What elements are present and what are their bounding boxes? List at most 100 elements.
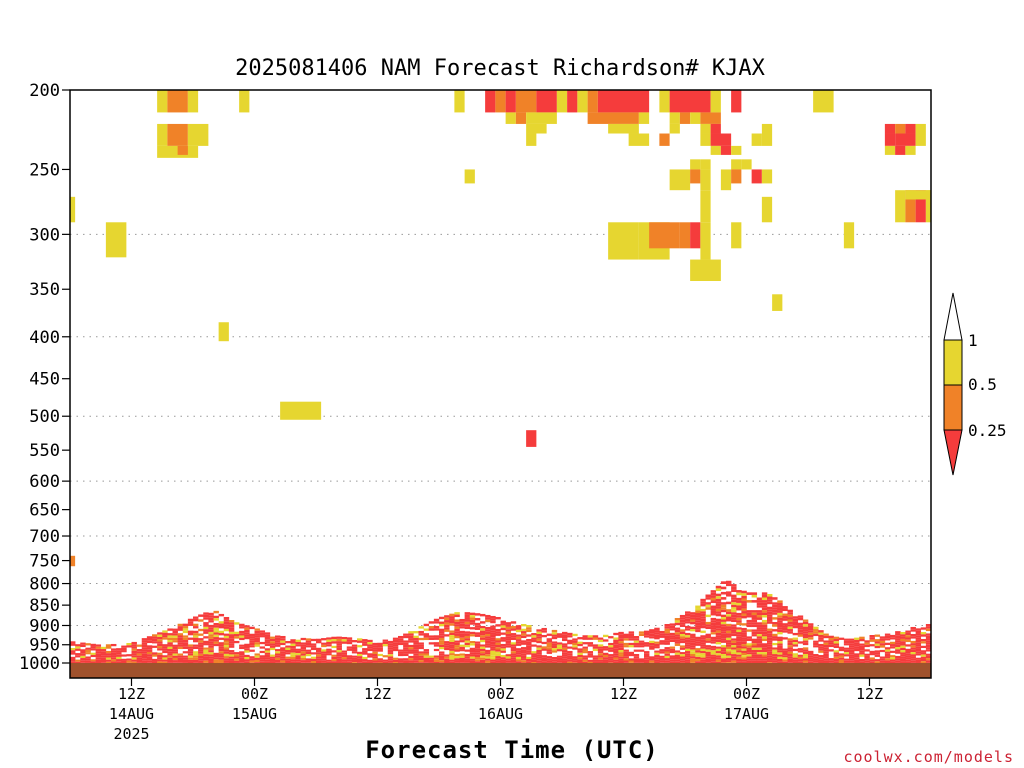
bl-cell (485, 643, 491, 646)
bl-cell (664, 651, 670, 654)
bl-cell (131, 648, 137, 651)
bl-cell (910, 643, 916, 646)
bl-cell (367, 661, 373, 663)
bl-cell (910, 629, 916, 632)
bl-cell (797, 659, 804, 662)
bl-cell (203, 647, 209, 650)
bl-cell (802, 651, 809, 654)
bl-cell (264, 643, 271, 647)
bl-cell (382, 644, 389, 647)
bl-cell (715, 598, 722, 602)
bl-cell (454, 647, 460, 650)
bl-cell (111, 650, 117, 653)
bl-cell (280, 658, 286, 661)
bl-cell (910, 654, 916, 657)
bl-cell (710, 650, 717, 653)
bl-cell (597, 651, 604, 654)
ri-cell (515, 90, 537, 113)
bl-cell (172, 649, 178, 652)
bl-cell (577, 652, 583, 655)
bl-cell (392, 646, 399, 649)
bl-cell (177, 642, 184, 645)
bl-cell (182, 657, 189, 660)
bl-cell (280, 635, 286, 639)
bl-cell (372, 645, 378, 648)
bl-cell (864, 644, 870, 648)
bl-cell (439, 635, 445, 638)
bl-cell (357, 656, 363, 659)
bl-cell (751, 660, 758, 663)
bl-cell (403, 633, 409, 636)
bl-cell (541, 659, 547, 662)
bl-cell (444, 645, 450, 648)
x-tick-date: 17AUG (724, 705, 769, 723)
bl-cell (254, 635, 260, 638)
bl-cell (644, 653, 650, 656)
bl-cell (351, 640, 358, 643)
bl-cell (746, 638, 752, 641)
bl-cell (859, 652, 865, 655)
bl-cell (695, 608, 701, 611)
bl-cell (254, 642, 260, 645)
bl-cell (346, 659, 353, 662)
bl-cell (895, 649, 901, 652)
bl-cell (659, 655, 665, 658)
bl-cell (556, 657, 563, 661)
bl-cell (485, 614, 491, 618)
bl-cell (736, 627, 742, 630)
bl-cell (392, 662, 399, 664)
bl-cell (218, 659, 225, 663)
bl-cell (326, 648, 332, 651)
bl-cell (275, 635, 281, 638)
bl-cell (720, 621, 727, 625)
bl-cell (367, 642, 373, 645)
bl-cell (608, 645, 614, 648)
bl-cell (746, 654, 752, 657)
bl-cell (485, 645, 491, 648)
bl-cell (249, 660, 255, 663)
bl-cell (326, 637, 332, 640)
bl-cell (638, 633, 645, 637)
bl-cell (761, 647, 768, 650)
bl-cell (664, 660, 670, 663)
bl-cell (767, 640, 773, 643)
x-tick-label: 00Z (241, 685, 268, 703)
bl-cell (480, 659, 486, 663)
bl-cell (464, 640, 471, 643)
bl-cell (480, 655, 486, 658)
bl-cell (439, 658, 445, 661)
bl-cell (823, 658, 829, 661)
bl-cell (910, 633, 916, 637)
bl-cell (275, 651, 281, 654)
bl-cell (746, 660, 752, 663)
bl-cell (756, 597, 763, 601)
bl-cell (613, 642, 619, 645)
bl-cell (469, 652, 476, 655)
bl-cell (459, 655, 465, 658)
bl-cell (531, 644, 537, 647)
bl-cell (105, 655, 112, 658)
bl-cell (275, 649, 281, 652)
bl-cell (75, 661, 81, 663)
bl-cell (515, 648, 522, 651)
bl-cell (685, 646, 691, 649)
bl-cell (787, 653, 793, 657)
bl-cell (541, 646, 547, 649)
bl-cell (910, 656, 916, 659)
bl-cell (182, 642, 189, 645)
bl-cell (198, 628, 204, 632)
bl-cell (797, 656, 804, 660)
bl-cell (500, 632, 506, 635)
bl-cell (741, 652, 747, 656)
y-tick-label: 350 (29, 280, 60, 300)
bl-cell (741, 644, 747, 647)
bl-cell (895, 638, 901, 641)
bl-cell (428, 642, 435, 645)
bl-cell (802, 649, 809, 652)
bl-cell (208, 634, 214, 637)
bl-cell (720, 624, 727, 627)
bl-cell (269, 641, 276, 644)
bl-cell (521, 647, 527, 650)
bl-cell (515, 629, 522, 633)
bl-cell (628, 633, 635, 637)
